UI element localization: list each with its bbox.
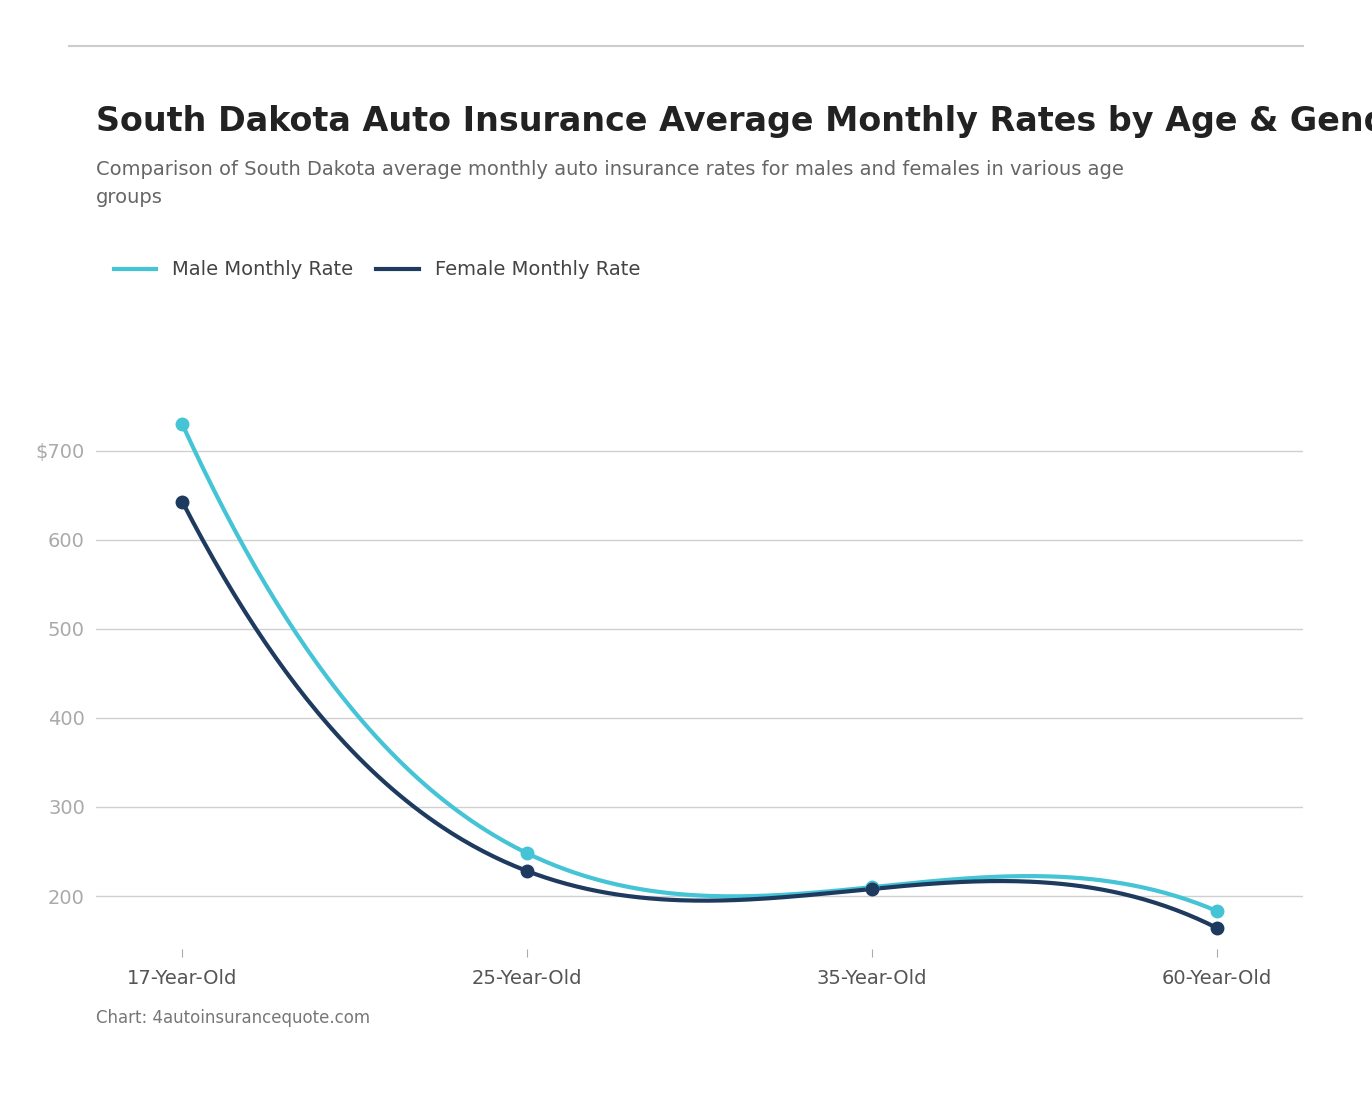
Text: Chart: 4autoinsurancequote.com: Chart: 4autoinsurancequote.com: [96, 1009, 370, 1027]
Legend: Male Monthly Rate, Female Monthly Rate: Male Monthly Rate, Female Monthly Rate: [106, 253, 648, 287]
Text: South Dakota Auto Insurance Average Monthly Rates by Age & Gender: South Dakota Auto Insurance Average Mont…: [96, 105, 1372, 138]
Text: Comparison of South Dakota average monthly auto insurance rates for males and fe: Comparison of South Dakota average month…: [96, 160, 1124, 179]
Text: groups: groups: [96, 188, 163, 206]
